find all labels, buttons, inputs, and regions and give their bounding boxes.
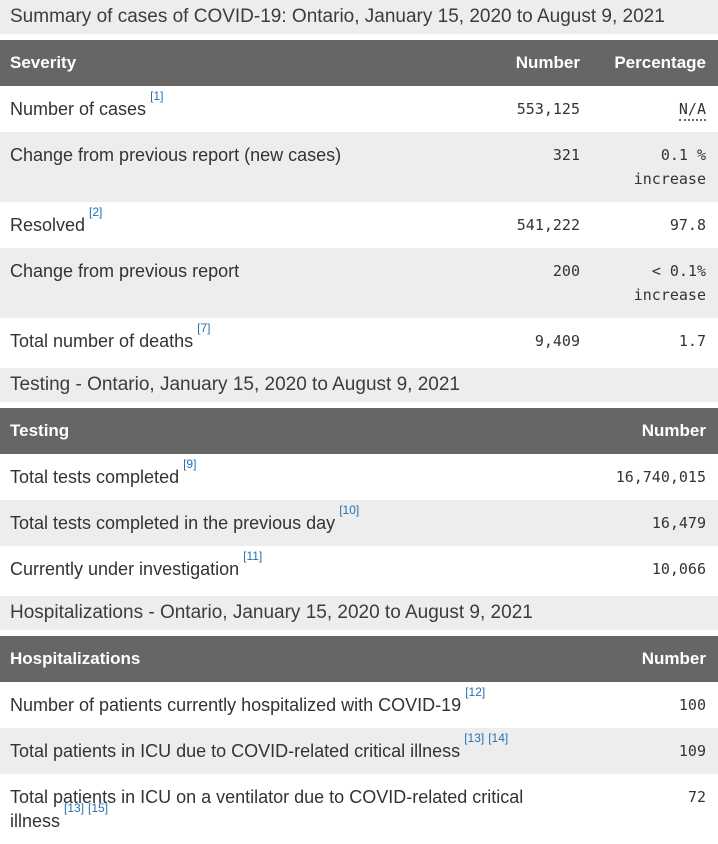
row-label-cell: Total patients in ICU due to COVID-relat… xyxy=(0,728,570,774)
number-cell: 321 xyxy=(552,146,580,164)
percentage-cell: 0.1 % increase xyxy=(580,132,718,202)
row-label: Change from previous report (new cases) xyxy=(10,145,342,165)
row-label-cell: Resolved[2] xyxy=(0,202,462,248)
percentage-cell: 1.7 xyxy=(678,332,706,350)
row-label: Currently under investigation xyxy=(10,559,240,579)
hospitalizations-header-row: Hospitalizations Number xyxy=(0,636,718,682)
number-cell: 553,125 xyxy=(516,100,580,118)
table-row: Total tests completed[9] 16,740,015 xyxy=(0,454,718,500)
row-label-cell: Currently under investigation[11] xyxy=(0,546,570,592)
percentage-cell: < 0.1% increase xyxy=(580,248,718,318)
row-label-cell: Number of cases[1] xyxy=(0,86,462,132)
row-label-cell: Total tests completed[9] xyxy=(0,454,570,500)
testing-table: Testing Number Total tests completed[9] … xyxy=(0,408,718,592)
table-row: Currently under investigation[11] 10,066 xyxy=(0,546,718,592)
footnote-link-13[interactable]: [13] xyxy=(464,731,485,745)
number-cell: 72 xyxy=(687,788,706,806)
column-header-testing: Testing xyxy=(0,408,570,454)
column-header-severity: Severity xyxy=(0,40,462,86)
column-header-number: Number xyxy=(570,636,718,682)
hospitalizations-table: Hospitalizations Number Number of patien… xyxy=(0,636,718,844)
testing-header-row: Testing Number xyxy=(0,408,718,454)
summary-header-row: Severity Number Percentage xyxy=(0,40,718,86)
number-cell: 109 xyxy=(678,742,706,760)
row-label-cell: Total tests completed in the previous da… xyxy=(0,500,570,546)
footnote-link-7[interactable]: [7] xyxy=(197,321,211,335)
percentage-value: 0.1 % xyxy=(660,146,706,164)
footnote-link-2[interactable]: [2] xyxy=(89,205,103,219)
table-caption-hospitalizations: Hospitalizations - Ontario, January 15, … xyxy=(0,596,718,630)
column-header-hospitalizations: Hospitalizations xyxy=(0,636,570,682)
percentage-cell: 97.8 xyxy=(669,216,706,234)
number-cell: 16,740,015 xyxy=(615,468,706,486)
footnote-link-10[interactable]: [10] xyxy=(339,503,360,517)
number-cell: 541,222 xyxy=(516,216,580,234)
row-label: Total number of deaths xyxy=(10,331,194,351)
footnote-link-13b[interactable]: [13] xyxy=(64,801,85,815)
table-caption-testing: Testing - Ontario, January 15, 2020 to A… xyxy=(0,368,718,402)
table-row: Resolved[2] 541,222 97.8 xyxy=(0,202,718,248)
row-label: Change from previous report xyxy=(10,261,240,281)
percentage-note: increase xyxy=(633,170,706,188)
number-cell: 100 xyxy=(678,696,706,714)
column-header-number: Number xyxy=(570,408,718,454)
footnote-link-1[interactable]: [1] xyxy=(150,89,164,103)
footnote-link-11[interactable]: [11] xyxy=(243,549,263,563)
footnote-link-14[interactable]: [14] xyxy=(488,731,509,745)
footnote-link-9[interactable]: [9] xyxy=(183,457,197,471)
table-row: Number of cases[1] 553,125 N/A xyxy=(0,86,718,132)
row-label: Total tests completed in the previous da… xyxy=(10,513,336,533)
table-row: Total tests completed in the previous da… xyxy=(0,500,718,546)
percentage-note: increase xyxy=(633,286,706,304)
table-row: Change from previous report (new cases) … xyxy=(0,132,718,202)
table-row: Change from previous report 200 < 0.1% i… xyxy=(0,248,718,318)
table-row: Total number of deaths[7] 9,409 1.7 xyxy=(0,318,718,364)
row-label-cell: Change from previous report xyxy=(0,248,462,318)
percentage-cell: N/A xyxy=(580,86,718,132)
row-label-cell: Total patients in ICU on a ventilator du… xyxy=(0,774,570,844)
summary-table: Severity Number Percentage Number of cas… xyxy=(0,40,718,364)
row-label: Number of cases xyxy=(10,99,147,119)
row-label: Number of patients currently hospitalize… xyxy=(10,695,462,715)
number-cell: 9,409 xyxy=(534,332,580,350)
row-label: Total patients in ICU due to COVID-relat… xyxy=(10,741,461,761)
column-header-percentage: Percentage xyxy=(580,40,718,86)
table-row: Total patients in ICU due to COVID-relat… xyxy=(0,728,718,774)
table-row: Total patients in ICU on a ventilator du… xyxy=(0,774,718,844)
row-label: Total patients in ICU on a ventilator du… xyxy=(10,787,524,831)
row-label: Resolved xyxy=(10,215,86,235)
row-label-cell: Change from previous report (new cases) xyxy=(0,132,462,202)
number-cell: 200 xyxy=(552,262,580,280)
row-label-cell: Number of patients currently hospitalize… xyxy=(0,682,570,728)
table-caption-summary: Summary of cases of COVID-19: Ontario, J… xyxy=(0,0,718,34)
table-row: Number of patients currently hospitalize… xyxy=(0,682,718,728)
row-label: Total tests completed xyxy=(10,467,180,487)
percentage-value: < 0.1% xyxy=(651,262,706,280)
row-label-cell: Total number of deaths[7] xyxy=(0,318,462,364)
abbr-not-applicable: N/A xyxy=(678,100,706,121)
number-cell: 10,066 xyxy=(651,560,706,578)
footnote-link-12[interactable]: [12] xyxy=(465,685,486,699)
column-header-number: Number xyxy=(462,40,580,86)
footnote-link-15[interactable]: [15] xyxy=(88,801,109,815)
number-cell: 16,479 xyxy=(651,514,706,532)
